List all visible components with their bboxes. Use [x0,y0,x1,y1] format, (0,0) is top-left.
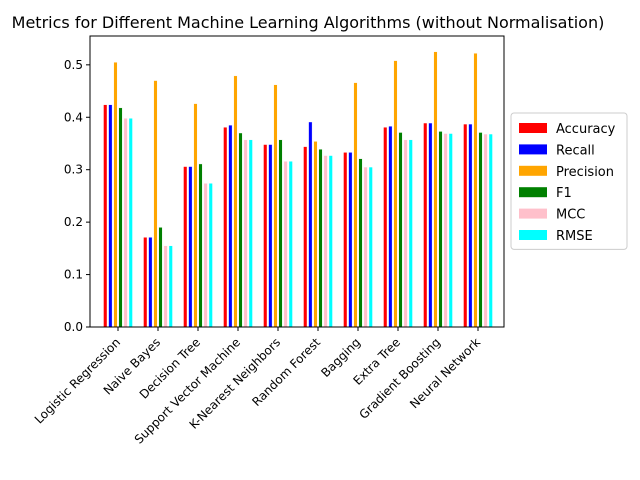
bar-mcc-8 [403,139,408,328]
bar-rmse-4 [248,139,253,328]
legend-swatch-accuracy [519,123,547,133]
y-tick-label: 0.3 [64,163,83,177]
y-tick-label: 0.2 [64,215,83,229]
bar-recall-4 [228,124,233,328]
bar-mcc-5 [283,161,288,328]
legend-label-f1: F1 [556,186,572,201]
bar-precision-8 [393,60,398,328]
bar-f1-4 [238,132,243,328]
bar-rmse-3 [208,183,213,328]
bar-rmse-5 [288,161,293,328]
bar-mcc-1 [123,118,128,328]
bar-rmse-10 [488,133,493,328]
bar-accuracy-9 [423,122,428,328]
bar-f1-8 [398,132,403,328]
bar-mcc-2 [163,245,168,328]
bar-precision-5 [273,84,278,328]
bar-f1-3 [198,163,203,328]
bar-recall-7 [348,152,353,328]
legend-swatch-rmse [519,230,547,240]
bar-accuracy-4 [223,127,228,328]
bar-rmse-7 [368,166,373,328]
bar-precision-7 [353,82,358,328]
x-tick-label: Neural Network [407,335,483,411]
bar-f1-9 [438,131,443,328]
y-tick-label: 0.4 [64,110,83,124]
bar-mcc-7 [363,166,368,328]
legend-swatch-f1 [519,187,547,198]
bar-rmse-8 [408,139,413,328]
legend-label-recall: Recall [556,143,595,158]
bar-recall-9 [428,122,433,328]
bar-mcc-3 [203,183,208,328]
bar-precision-2 [153,80,158,328]
bar-accuracy-1 [103,104,108,328]
bar-rmse-2 [168,245,173,328]
y-tick-label: 0.0 [64,320,83,334]
bar-mcc-9 [443,133,448,328]
bar-recall-3 [188,166,193,328]
bar-accuracy-8 [383,127,388,328]
bar-precision-3 [193,103,198,328]
legend-label-mcc: MCC [556,208,585,223]
bar-precision-9 [433,51,438,328]
bar-recall-6 [308,121,313,328]
bars-layer [103,51,493,328]
y-axis: 0.0 0.1 0.2 0.3 0.4 0.5 [64,58,90,334]
bar-f1-10 [478,132,483,328]
bar-precision-6 [313,141,318,328]
bar-recall-8 [388,125,393,328]
bar-accuracy-10 [463,123,468,328]
bar-rmse-9 [448,133,453,328]
bar-accuracy-2 [143,237,148,328]
bar-precision-4 [233,75,238,328]
bar-precision-1 [113,62,118,328]
bar-f1-1 [118,107,123,328]
legend: Accuracy Recall Precision F1 MCC RMSE [510,112,628,250]
bar-mcc-4 [243,139,248,328]
bar-accuracy-7 [343,152,348,328]
legend-swatch-precision [519,165,547,176]
legend-swatch-recall [519,144,547,155]
bar-mcc-10 [483,133,488,328]
bar-accuracy-6 [303,146,308,328]
legend-swatch-mcc [519,208,547,219]
bar-rmse-6 [328,155,333,328]
chart-title: Metrics for Different Machine Learning A… [12,13,605,32]
bar-recall-5 [268,144,273,328]
bar-f1-2 [158,227,163,328]
legend-label-accuracy: Accuracy [556,122,616,137]
bar-accuracy-3 [183,166,188,328]
plot-frame [89,35,505,328]
bar-precision-10 [473,53,478,328]
bar-recall-1 [108,104,113,328]
legend-label-rmse: RMSE [556,229,593,244]
y-tick-label: 0.1 [64,268,83,282]
bar-mcc-6 [323,155,328,328]
x-tick-label: Random Forest [249,335,323,409]
y-tick-label: 0.5 [64,58,83,72]
bar-f1-5 [278,139,283,328]
legend-label-precision: Precision [556,165,614,180]
bar-recall-10 [468,123,473,328]
bar-f1-6 [318,149,323,328]
bar-accuracy-5 [263,144,268,328]
bar-f1-7 [358,158,363,328]
bar-rmse-1 [128,118,133,328]
bar-recall-2 [148,237,153,328]
